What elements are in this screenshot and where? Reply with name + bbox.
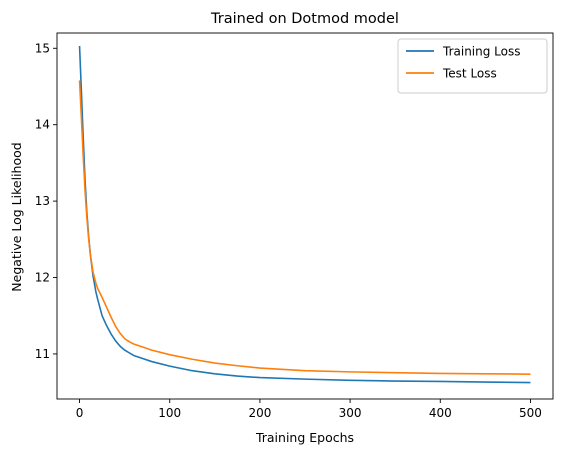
x-tick-label: 200 bbox=[248, 406, 271, 420]
y-axis-ticks: 11 12 13 14 15 bbox=[35, 41, 57, 361]
y-tick-label: 15 bbox=[35, 41, 50, 55]
legend-label: Training Loss bbox=[442, 45, 520, 59]
series-line-1 bbox=[78, 80, 531, 375]
chart-title: Trained on Dotmod model bbox=[210, 11, 399, 27]
legend-label: Test Loss bbox=[442, 67, 497, 81]
y-tick-label: 12 bbox=[35, 271, 50, 285]
y-axis-label: Negative Log Likelihood bbox=[9, 142, 24, 291]
x-axis-label: Training Epochs bbox=[255, 430, 354, 445]
y-tick-label: 14 bbox=[35, 118, 50, 132]
x-tick-label: 0 bbox=[76, 406, 84, 420]
legend-box bbox=[397, 38, 548, 94]
y-tick-label: 13 bbox=[35, 194, 50, 208]
x-tick-label: 300 bbox=[339, 406, 362, 420]
legend: Training Loss Test Loss bbox=[397, 38, 548, 94]
x-tick-label: 100 bbox=[158, 406, 181, 420]
x-tick-label: 500 bbox=[519, 406, 542, 420]
axes-frame bbox=[56, 32, 554, 400]
plot-area bbox=[56, 32, 554, 400]
x-tick-label: 400 bbox=[429, 406, 452, 420]
series-line-0 bbox=[78, 45, 531, 384]
y-tick-label: 11 bbox=[35, 347, 50, 361]
x-axis-ticks: 0 100 200 300 400 500 bbox=[76, 399, 542, 420]
